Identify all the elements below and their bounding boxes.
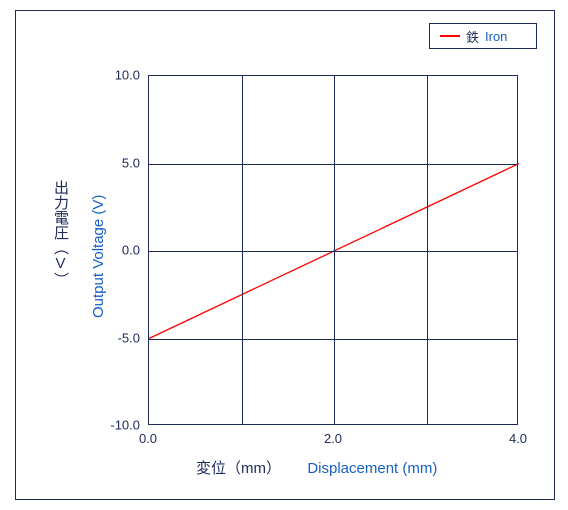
gridline-h bbox=[149, 164, 517, 165]
gridline-v bbox=[427, 76, 428, 424]
xtick-label: 2.0 bbox=[324, 431, 342, 446]
ytick-label: -5.0 bbox=[118, 330, 140, 345]
legend-swatch bbox=[440, 35, 460, 37]
gridline-h bbox=[149, 251, 517, 252]
ytick-label: 5.0 bbox=[122, 155, 140, 170]
y-axis-label-en: Output Voltage (V) bbox=[90, 195, 107, 318]
ytick-label: 0.0 bbox=[122, 243, 140, 258]
plot-area bbox=[148, 75, 518, 425]
legend-label-jp: 鉄 bbox=[466, 27, 479, 46]
gridline-v bbox=[242, 76, 243, 424]
xtick-label: 4.0 bbox=[509, 431, 527, 446]
y-axis-label-jp: 出力電圧（V） bbox=[50, 180, 71, 287]
y-axis-label-en-wrap: Output Voltage (V) bbox=[90, 195, 107, 318]
x-axis-label-jp: 変位（mm） bbox=[196, 460, 281, 477]
series-svg bbox=[149, 76, 517, 424]
xtick-label: 0.0 bbox=[139, 431, 157, 446]
x-axis-label: 変位（mm） Displacement (mm) bbox=[196, 457, 437, 478]
ytick-label: -10.0 bbox=[110, 418, 140, 433]
ytick-label: 10.0 bbox=[115, 68, 140, 83]
gridline-v bbox=[334, 76, 335, 424]
legend-label-en: Iron bbox=[485, 29, 507, 44]
x-axis-label-en: Displacement (mm) bbox=[307, 460, 437, 477]
legend: 鉄 Iron bbox=[429, 23, 537, 49]
gridline-h bbox=[149, 339, 517, 340]
